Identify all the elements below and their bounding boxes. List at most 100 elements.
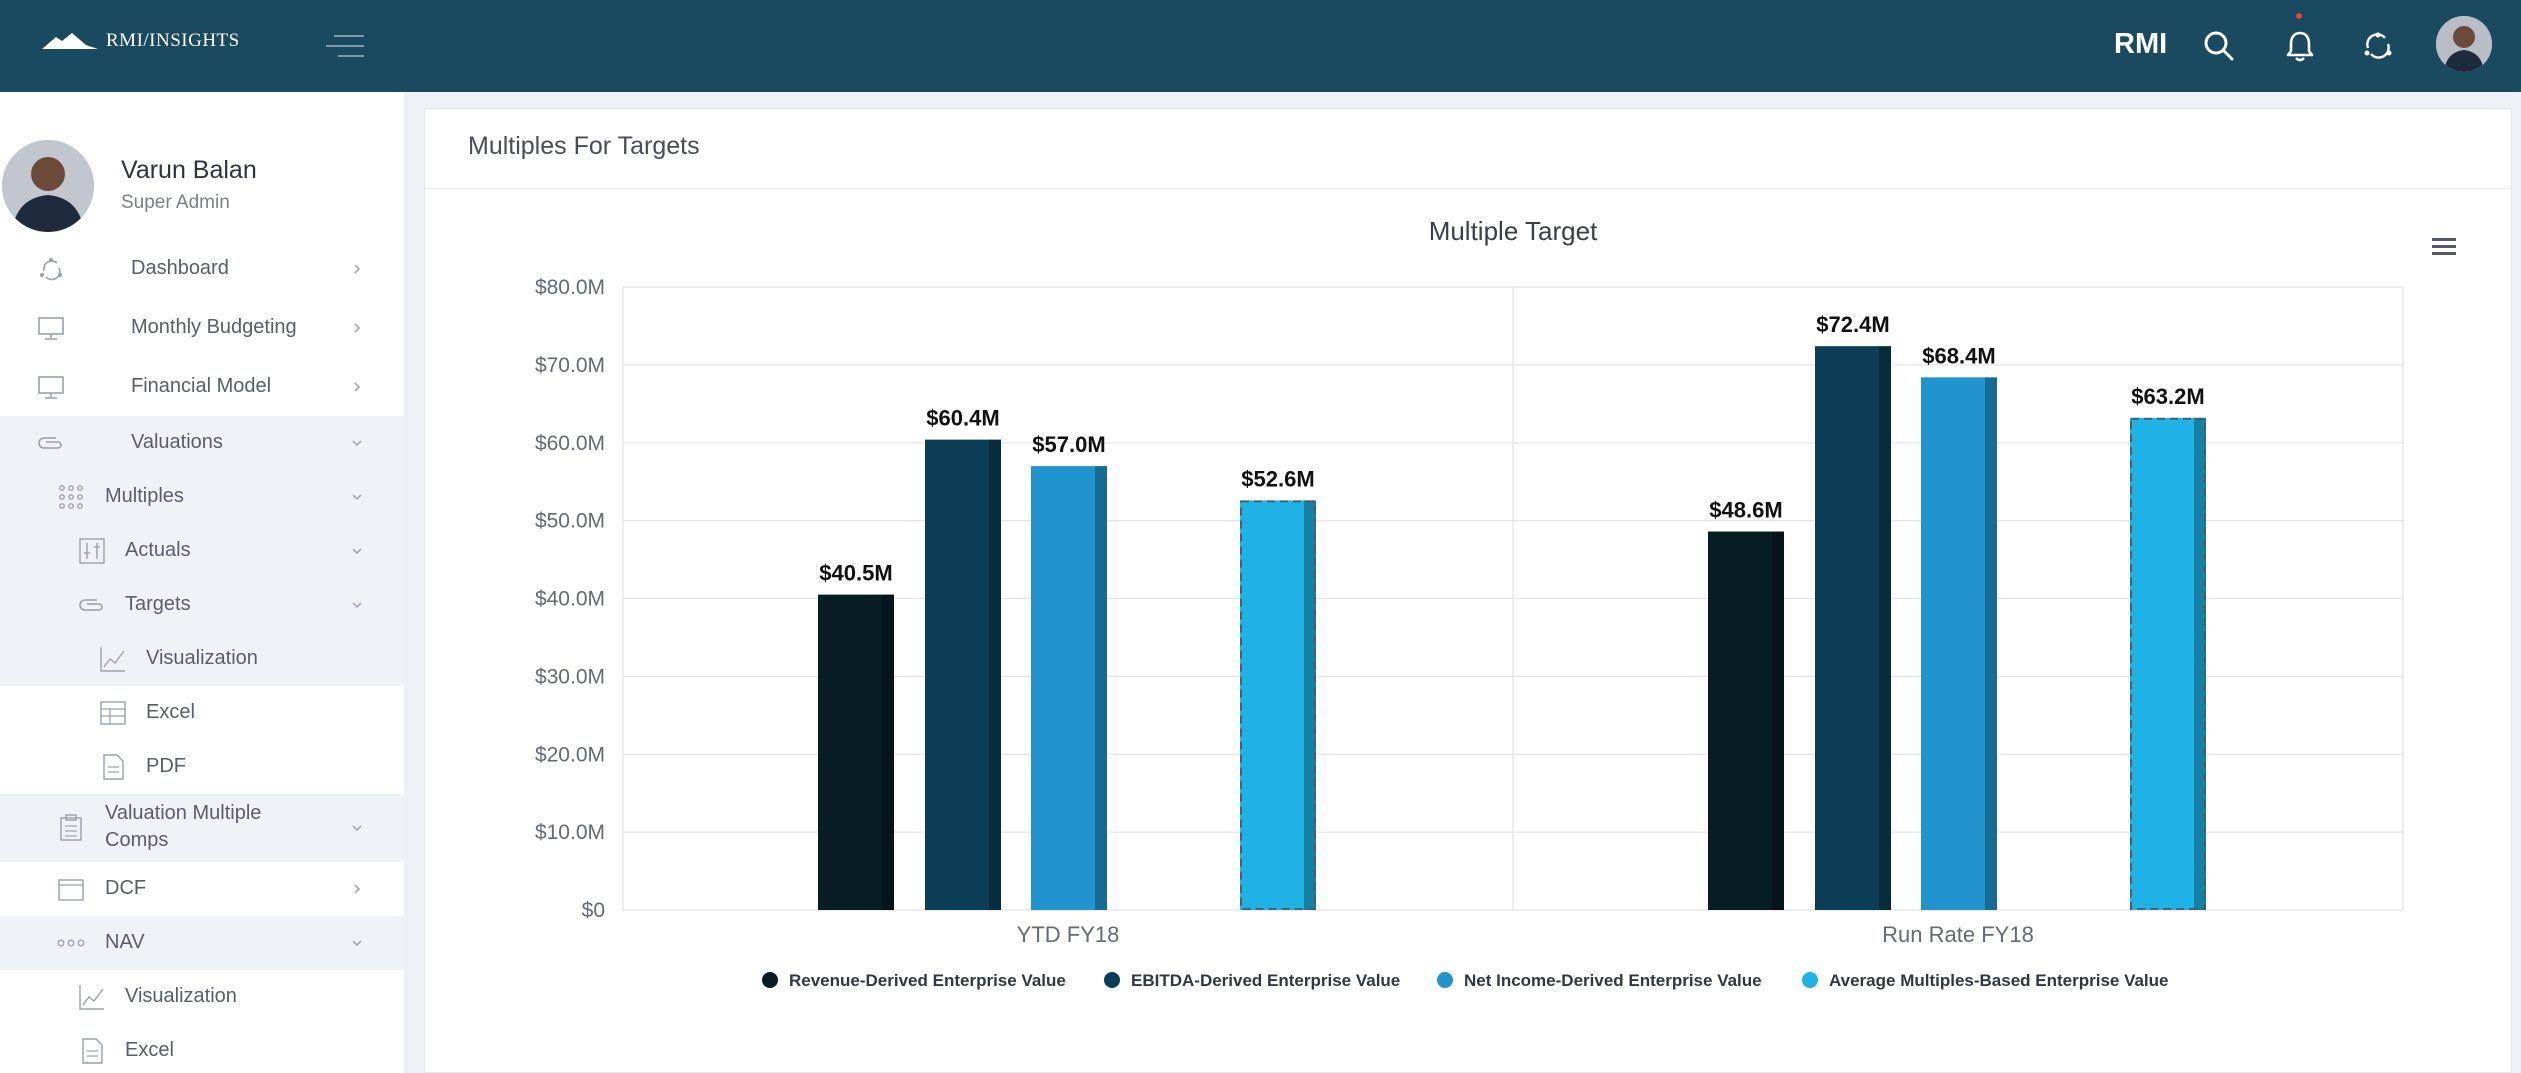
sidebar-item-dashboard[interactable]: Dashboard <box>0 242 404 296</box>
bar <box>1815 346 1891 910</box>
line-chart-icon <box>79 985 104 1010</box>
menu-toggle-icon[interactable] <box>326 33 364 59</box>
bar-shade <box>989 439 1001 910</box>
y-tick-label: $10.0M <box>535 821 605 844</box>
bar-shade <box>882 594 894 910</box>
bar-shade <box>2194 417 2206 910</box>
brand-label[interactable]: RMI <box>2114 28 2168 60</box>
sidebar-item-targets[interactable]: Targets <box>0 578 404 632</box>
sidebar-item-valuations[interactable]: Valuations <box>0 416 404 470</box>
chart-menu-icon[interactable] <box>2431 235 2457 257</box>
x-tick-label: YTD FY18 <box>1017 922 1120 947</box>
chevron-down-icon <box>352 940 362 947</box>
bar <box>925 439 1001 910</box>
chart-card: Multiples For Targets Multiple Target $0 $… <box>424 108 2513 1073</box>
sidebar: Varun Balan Super Admin Dashboard Monthl… <box>0 92 404 1073</box>
sidebar-item-label: NAV <box>105 931 145 953</box>
legend-label: Average Multiples-Based Enterprise Value <box>1829 971 2169 990</box>
sidebar-item-actuals[interactable]: Actuals <box>0 524 404 578</box>
sidebar-item-multiples[interactable]: Multiples <box>0 470 404 524</box>
notification-dot <box>2296 13 2302 19</box>
dashboard-icon <box>40 258 62 281</box>
line-chart-icon <box>100 647 125 672</box>
bar-shade <box>1304 500 1316 910</box>
sync-icon[interactable] <box>2358 26 2398 66</box>
data-label: $48.6M <box>1709 498 1782 523</box>
sidebar-item-nav-excel[interactable]: Excel <box>0 1024 404 1073</box>
bar <box>1921 377 1997 910</box>
sidebar-item-label: Actuals <box>125 539 191 561</box>
chevron-down-icon <box>352 602 362 609</box>
spreadsheet-icon <box>100 701 126 725</box>
chevron-right-icon <box>354 884 361 894</box>
data-label: $72.4M <box>1816 312 1889 337</box>
data-label: $52.6M <box>1241 466 1314 491</box>
sidebar-item-label: Dashboard <box>131 257 229 279</box>
sidebar-item-label: Excel <box>125 1039 174 1061</box>
document-icon <box>82 1038 103 1064</box>
sidebar-item-label: PDF <box>146 755 186 777</box>
y-tick-label: $50.0M <box>535 510 605 533</box>
sidebar-item-label: Monthly Budgeting <box>131 316 297 338</box>
legend-label: Revenue-Derived Enterprise Value <box>789 971 1066 990</box>
sidebar-item-label: DCF <box>105 877 147 899</box>
bar <box>1708 531 1784 910</box>
sidebar-item-nav-visualization[interactable]: Visualization <box>0 970 404 1024</box>
grid-dots-icon <box>59 485 83 509</box>
legend-label: Net Income-Derived Enterprise Value <box>1464 971 1762 990</box>
data-label: $63.2M <box>2131 384 2204 409</box>
bar <box>1031 466 1107 910</box>
sidebar-item-label: Multiples <box>105 485 184 507</box>
sidebar-item-valuation-multiple-comps[interactable]: Valuation Multiple Comps <box>0 794 404 862</box>
sidebar-item-label: Visualization <box>146 647 258 669</box>
sidebar-item-financial-model[interactable]: Financial Model <box>0 360 404 414</box>
bell-icon[interactable] <box>2280 26 2320 66</box>
legend-marker <box>1802 972 1818 988</box>
chart-title: Multiple Target <box>1429 216 1598 246</box>
data-label: $40.5M <box>819 561 892 586</box>
paperclip-icon <box>79 599 103 611</box>
user-avatar[interactable] <box>2436 16 2492 72</box>
legend-marker <box>1437 972 1453 988</box>
chevron-right-icon <box>354 323 361 333</box>
bar <box>2130 417 2206 910</box>
monitor-icon <box>38 376 64 399</box>
legend-label: EBITDA-Derived Enterprise Value <box>1131 971 1400 990</box>
bar-shade <box>1772 531 1784 910</box>
chevron-right-icon <box>354 264 361 274</box>
profile-name: Varun Balan <box>121 156 257 184</box>
chevron-down-icon <box>352 440 362 447</box>
app-logo[interactable]: RMI/INSIGHTS <box>42 30 240 52</box>
sidebar-item-label: Valuation Multiple Comps <box>105 802 262 851</box>
bar-shade <box>1095 466 1107 910</box>
bar-shade <box>1879 346 1891 910</box>
sidebar-item-targets-visualization[interactable]: Visualization <box>0 632 404 686</box>
chevron-right-icon <box>354 382 361 392</box>
sidebar-item-dcf[interactable]: DCF <box>0 862 404 916</box>
page-title: Multiples For Targets <box>468 132 700 160</box>
bar <box>818 594 894 910</box>
sidebar-item-monthly-budgeting[interactable]: Monthly Budgeting <box>0 301 404 355</box>
y-tick-label: $80.0M <box>535 276 605 299</box>
sidebar-item-targets-excel[interactable]: Excel <box>0 686 404 740</box>
y-tick-label: $0 <box>582 899 605 922</box>
sidebar-item-nav[interactable]: NAV <box>0 916 404 970</box>
bar-dashed-outline <box>2130 417 2206 910</box>
x-tick-label: Run Rate FY18 <box>1882 922 2034 947</box>
sidebar-item-label: Financial Model <box>131 375 272 397</box>
chevron-down-icon <box>352 494 362 501</box>
monitor-icon <box>38 317 64 340</box>
top-navbar: RMI/INSIGHTS RMI <box>0 0 2521 92</box>
bar <box>1240 500 1316 910</box>
sidebar-item-targets-pdf[interactable]: PDF <box>0 740 404 794</box>
y-tick-label: $70.0M <box>535 354 605 377</box>
y-tick-label: $20.0M <box>535 743 605 766</box>
profile-role: Super Admin <box>121 192 230 213</box>
dots-icon <box>57 939 85 947</box>
data-label: $60.4M <box>926 406 999 431</box>
bar-chart: Multiple Target $0 $10.0M $20.0M $30.0M $40.0… <box>535 216 2404 990</box>
logo-text: RMI/INSIGHTS <box>106 30 240 51</box>
search-icon[interactable] <box>2199 26 2239 66</box>
profile-avatar[interactable] <box>2 140 94 232</box>
sidebar-item-label: Excel <box>146 701 195 723</box>
